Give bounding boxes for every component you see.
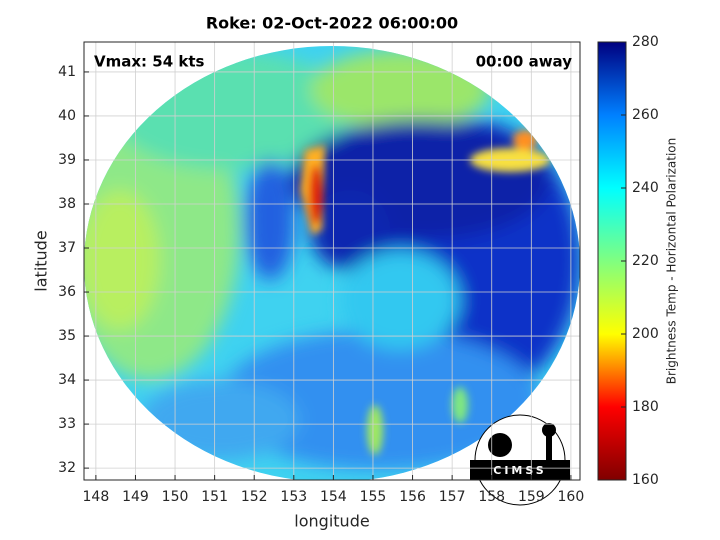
y-tick-label: 35 bbox=[58, 328, 76, 344]
colorbar-tick-label: 160 bbox=[632, 472, 659, 488]
y-tick-label: 37 bbox=[58, 240, 76, 256]
y-axis-label: latitude bbox=[32, 230, 51, 291]
y-tick-label: 34 bbox=[58, 372, 76, 388]
x-tick-label: 150 bbox=[162, 489, 189, 505]
x-tick-label: 148 bbox=[83, 489, 110, 505]
x-tick-label: 155 bbox=[360, 489, 387, 505]
colorbar-tick-label: 200 bbox=[632, 326, 659, 342]
x-tick-label: 159 bbox=[518, 489, 545, 505]
time-away-label: 00:00 away bbox=[476, 53, 573, 71]
cimss-logo: CIMSS bbox=[470, 414, 570, 506]
y-tick-label: 40 bbox=[58, 108, 76, 124]
x-tick-label: 158 bbox=[478, 489, 505, 505]
x-tick-label: 151 bbox=[201, 489, 228, 505]
y-tick-label: 36 bbox=[58, 284, 76, 300]
colorbar-tick-label: 280 bbox=[632, 34, 659, 50]
y-tick-label: 39 bbox=[58, 152, 76, 168]
colorbar-tick-label: 240 bbox=[632, 180, 659, 196]
y-tick-label: 33 bbox=[58, 416, 76, 432]
colorbar-label: Brightness Temp - Horizontal Polarizatio… bbox=[665, 138, 679, 385]
x-tick-label: 154 bbox=[320, 489, 347, 505]
x-tick-label: 149 bbox=[122, 489, 149, 505]
x-axis-label: longitude bbox=[294, 512, 369, 531]
x-tick-label: 156 bbox=[399, 489, 426, 505]
x-tick-label: 152 bbox=[241, 489, 268, 505]
y-tick-label: 32 bbox=[58, 460, 76, 476]
x-tick-label: 157 bbox=[439, 489, 466, 505]
plot-frame bbox=[83, 41, 581, 481]
y-tick-label: 41 bbox=[58, 64, 76, 80]
x-tick-label: 153 bbox=[280, 489, 307, 505]
colorbar-tick-label: 260 bbox=[632, 107, 659, 123]
logo-text: CIMSS bbox=[493, 464, 546, 477]
vmax-label: Vmax: 54 kts bbox=[94, 53, 204, 71]
colorbar-tick-label: 180 bbox=[632, 399, 659, 415]
chart-title: Roke: 02-Oct-2022 06:00:00 bbox=[206, 14, 458, 33]
satellite-image bbox=[84, 46, 580, 480]
x-tick-label: 160 bbox=[558, 489, 585, 505]
y-tick-label: 38 bbox=[58, 196, 76, 212]
colorbar-tick-label: 220 bbox=[632, 253, 659, 269]
